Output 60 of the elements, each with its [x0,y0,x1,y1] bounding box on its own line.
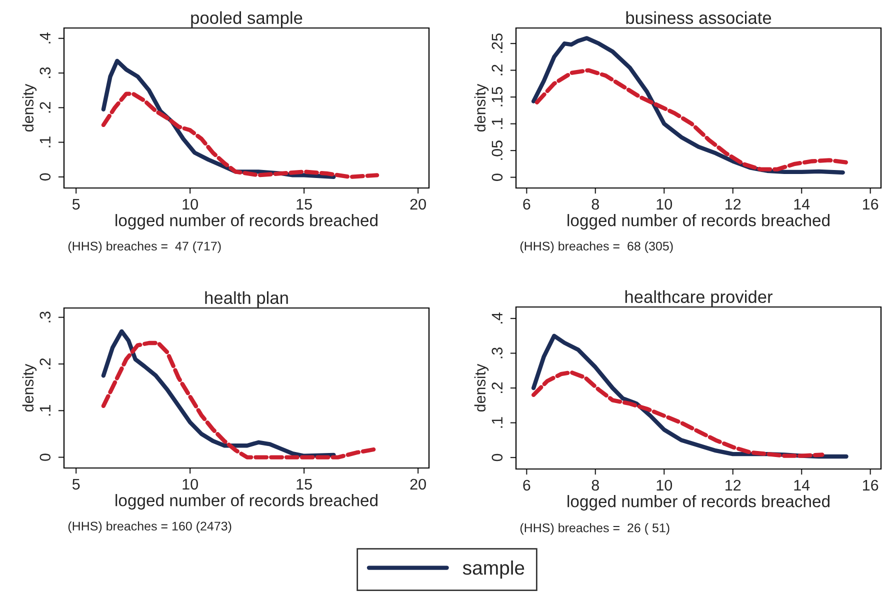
x-axis-title: logged number of records breached [568,495,830,511]
line-series [101,92,380,180]
x-tick-label: 8 [592,480,599,491]
x-tick-label: 10 [656,198,672,210]
y-tick-label: 0 [40,173,51,181]
x-tick-label: 12 [726,198,741,210]
y-tick-label: .3 [40,312,51,322]
x-tick-label: 10 [182,478,198,490]
text: (HHS) breaches = 47 (717) [68,241,221,254]
x-axis-title: logged number of records breached [116,494,378,510]
chart-title: pooled sample [191,11,302,28]
y-axis-title: density [474,84,489,132]
x-tick-label: 14 [794,198,810,210]
x-tick-label: 20 [410,478,426,490]
x-tick-label: 6 [523,198,530,210]
x-tick-label: 6 [523,480,530,491]
x-tick-label: 12 [726,480,741,490]
y-tick-label: .1 [492,118,502,129]
x-tick-label: 10 [182,198,198,210]
y-tick-label: .15 [492,87,503,106]
y-tick-label: .05 [492,140,503,160]
y-axis-title: density [22,84,37,132]
x-tick-label: 15 [296,198,312,210]
x-tick-label: 5 [72,198,80,210]
x-tick-label: 16 [863,480,878,491]
y-tick-label: .3 [40,67,51,78]
y-tick-label: .2 [40,102,50,113]
x-axis-title: logged number of records breached [116,214,378,230]
chart-title: business associate [626,11,772,24]
y-tick-label: .2 [492,382,502,393]
text: (HHS) breaches = 26 ( 51) [520,523,670,535]
y-tick-label: .1 [492,417,502,428]
y-tick-label: .25 [492,34,503,53]
x-tick-label: 16 [863,198,878,210]
y-tick-label: .1 [40,136,50,148]
chart-title: health plan [205,291,288,308]
chart-title: healthcare provider [625,290,773,306]
x-tick-label: 8 [592,198,599,210]
y-tick-label: .1 [40,405,50,416]
y-tick-label: .2 [40,358,50,369]
text: (HHS) breaches = 160 (2473) [68,521,232,534]
x-tick-label: 10 [656,480,672,491]
x-axis-title: logged number of records breached [568,214,830,230]
y-axis-title: density [474,364,489,412]
y-tick-label: 0 [492,454,503,462]
y-tick-label: 0 [40,454,51,461]
line-series [531,370,824,458]
y-tick-label: .3 [492,348,503,358]
y-tick-label: .4 [492,312,502,324]
x-tick-label: 5 [72,478,80,490]
y-tick-label: 0 [492,174,503,181]
y-tick-label: .2 [492,64,502,76]
y-axis-title: density [22,364,37,412]
x-tick-label: 14 [794,480,810,490]
line-series [531,36,845,175]
legend-label: sample [462,560,524,579]
text: (HHS) breaches = 68 (305) [520,241,673,254]
x-tick-label: 15 [296,478,312,490]
x-tick-label: 20 [410,198,426,210]
y-tick-label: .4 [40,32,50,44]
